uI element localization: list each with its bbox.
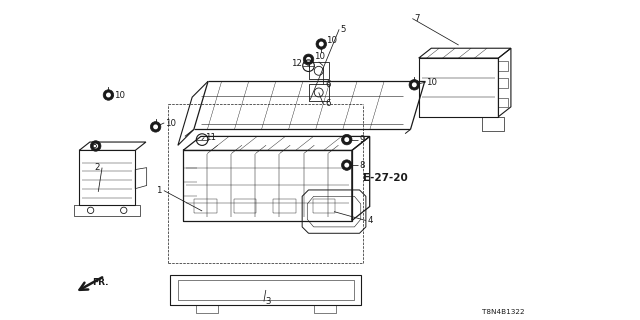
Circle shape	[306, 57, 311, 62]
Circle shape	[342, 134, 352, 145]
Text: T8N4B1322: T8N4B1322	[483, 309, 525, 315]
Circle shape	[106, 92, 111, 98]
Circle shape	[153, 124, 158, 129]
Circle shape	[303, 54, 314, 65]
Circle shape	[93, 144, 98, 148]
Circle shape	[412, 82, 417, 87]
Text: 10: 10	[426, 78, 437, 87]
Text: 10: 10	[326, 36, 337, 45]
Text: 12: 12	[291, 59, 302, 68]
Circle shape	[344, 163, 349, 168]
Circle shape	[344, 137, 349, 142]
Text: E-27-20: E-27-20	[364, 173, 408, 183]
Circle shape	[103, 90, 114, 100]
Circle shape	[342, 160, 352, 170]
Circle shape	[316, 39, 326, 49]
Circle shape	[90, 141, 101, 151]
Text: 11: 11	[205, 133, 216, 142]
Circle shape	[319, 42, 324, 46]
Text: 7: 7	[414, 14, 420, 23]
Text: 4: 4	[368, 216, 373, 225]
Text: 1: 1	[156, 186, 162, 195]
Text: 10: 10	[165, 118, 176, 128]
Text: 6: 6	[325, 100, 331, 108]
Text: 2: 2	[95, 163, 100, 172]
Text: 8: 8	[92, 141, 97, 150]
Text: 8: 8	[360, 161, 365, 170]
Text: FR.: FR.	[92, 278, 108, 287]
Text: 9: 9	[360, 135, 365, 144]
Text: 10: 10	[114, 91, 125, 100]
Circle shape	[409, 80, 420, 90]
Text: 3: 3	[265, 297, 271, 306]
Circle shape	[150, 122, 161, 132]
Text: 10: 10	[314, 52, 324, 61]
Text: 5: 5	[340, 25, 346, 34]
Text: 6: 6	[325, 80, 331, 89]
